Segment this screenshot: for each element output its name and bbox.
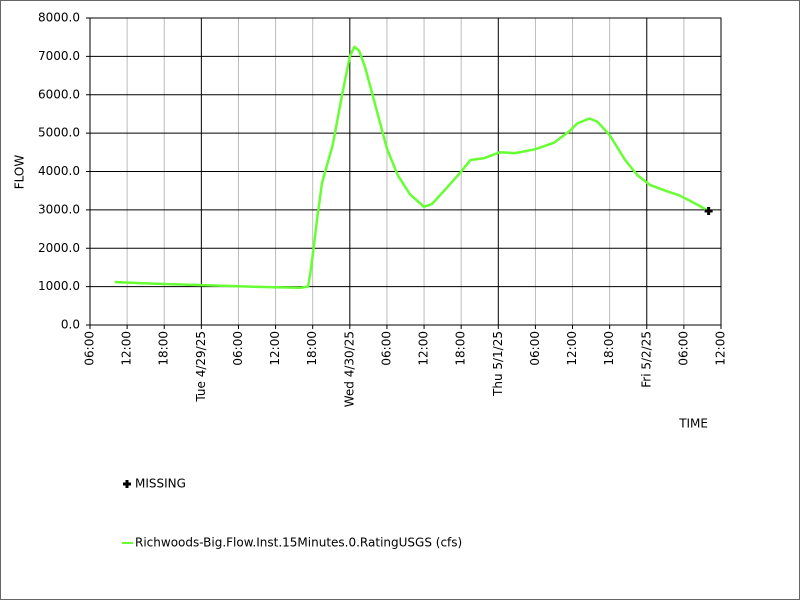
y-tick-label: 6000.0 [38, 87, 80, 101]
x-tick-label: 18:00 [305, 331, 319, 366]
x-tick-label: Fri 5/2/25 [639, 331, 653, 388]
plot-frame [89, 17, 722, 326]
y-tick-label: 8000.0 [38, 11, 80, 25]
x-tick-label: 06:00 [528, 331, 542, 366]
x-tick-label: Thu 5/1/25 [491, 331, 505, 397]
y-tick-label: 3000.0 [38, 202, 80, 216]
y-tick-label: 7000.0 [38, 49, 80, 63]
legend-label: MISSING [135, 477, 186, 491]
x-tick-label: 12:00 [120, 331, 134, 366]
y-tick-label: 2000.0 [38, 241, 80, 255]
x-tick-label: 12:00 [565, 331, 579, 366]
x-tick-label: Wed 4/30/25 [342, 331, 356, 407]
x-tick-label: 12:00 [268, 331, 282, 366]
y-tick-label: 5000.0 [38, 126, 80, 140]
x-tick-label: 06:00 [676, 331, 690, 366]
legend-symbol [123, 480, 131, 488]
x-tick-label: 12:00 [714, 331, 728, 366]
x-tick-label: 06:00 [379, 331, 393, 366]
x-axis-label: TIME [678, 417, 708, 431]
x-tick-label: 06:00 [83, 331, 97, 366]
y-axis-label: FLOW [13, 155, 27, 190]
x-tick-label: 18:00 [454, 331, 468, 366]
x-tick-label: 18:00 [157, 331, 171, 366]
x-tick-label: Tue 4/29/25 [194, 331, 208, 403]
y-tick-label: 4000.0 [38, 164, 80, 178]
y-tick-label: 1000.0 [38, 279, 80, 293]
x-tick-label: 18:00 [602, 331, 616, 366]
missing-marker [704, 207, 713, 216]
legend-label: Richwoods-Big.Flow.Inst.15Minutes.0.Rati… [135, 536, 462, 550]
series-line [114, 45, 710, 290]
x-tick-label: 12:00 [417, 331, 431, 366]
x-tick-label: 06:00 [231, 331, 245, 366]
y-tick-label: 0.0 [61, 318, 80, 332]
